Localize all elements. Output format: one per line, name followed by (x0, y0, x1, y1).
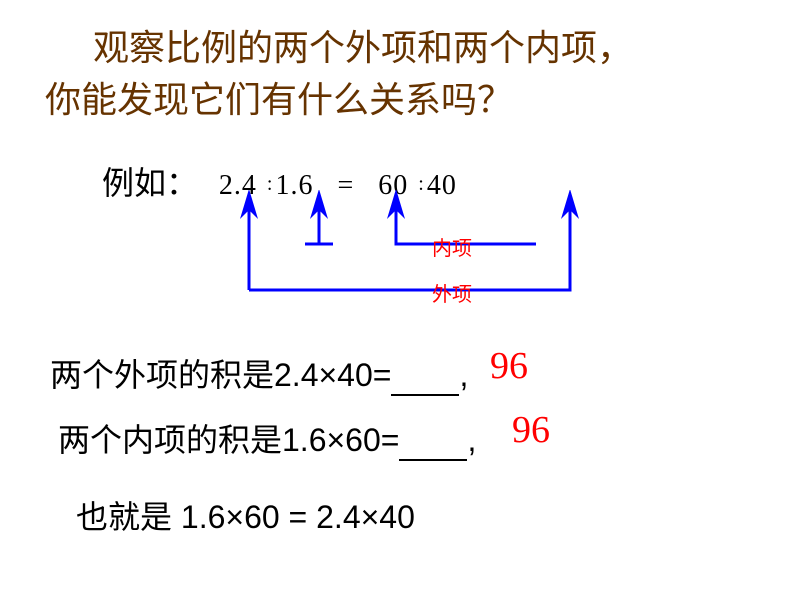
outer-pointer-right (249, 204, 570, 290)
conclusion-line: 也就是 1.6×60 = 2.4×40 (76, 492, 415, 538)
outer-product-suffix: , (459, 357, 468, 393)
inner-pointer-left (305, 204, 333, 244)
inner-terms-label: 内项 (432, 232, 472, 261)
inner-product-blank (399, 422, 467, 461)
title-line-2: 你能发现它们有什么关系吗？ (45, 79, 513, 120)
inner-product-answer: 96 (512, 408, 550, 452)
outer-product-line: 两个外项的积是2.4×40= , (50, 350, 468, 396)
inner-product-line: 两个内项的积是1.6×60= , (58, 415, 476, 461)
outer-product-text: 两个外项的积是2.4×40= (50, 357, 391, 393)
outer-product-answer: 96 (490, 344, 528, 388)
pointer-diagram (0, 190, 794, 310)
question-title: 观察比例的两个外项和两个内项， 你能发现它们有什么关系吗？ (45, 22, 745, 126)
outer-product-blank (391, 357, 459, 396)
title-line-1: 观察比例的两个外项和两个内项， (93, 27, 633, 68)
inner-product-text: 两个内项的积是1.6×60= (58, 422, 399, 458)
inner-product-suffix: , (467, 422, 476, 458)
outer-terms-label: 外项 (432, 278, 472, 307)
